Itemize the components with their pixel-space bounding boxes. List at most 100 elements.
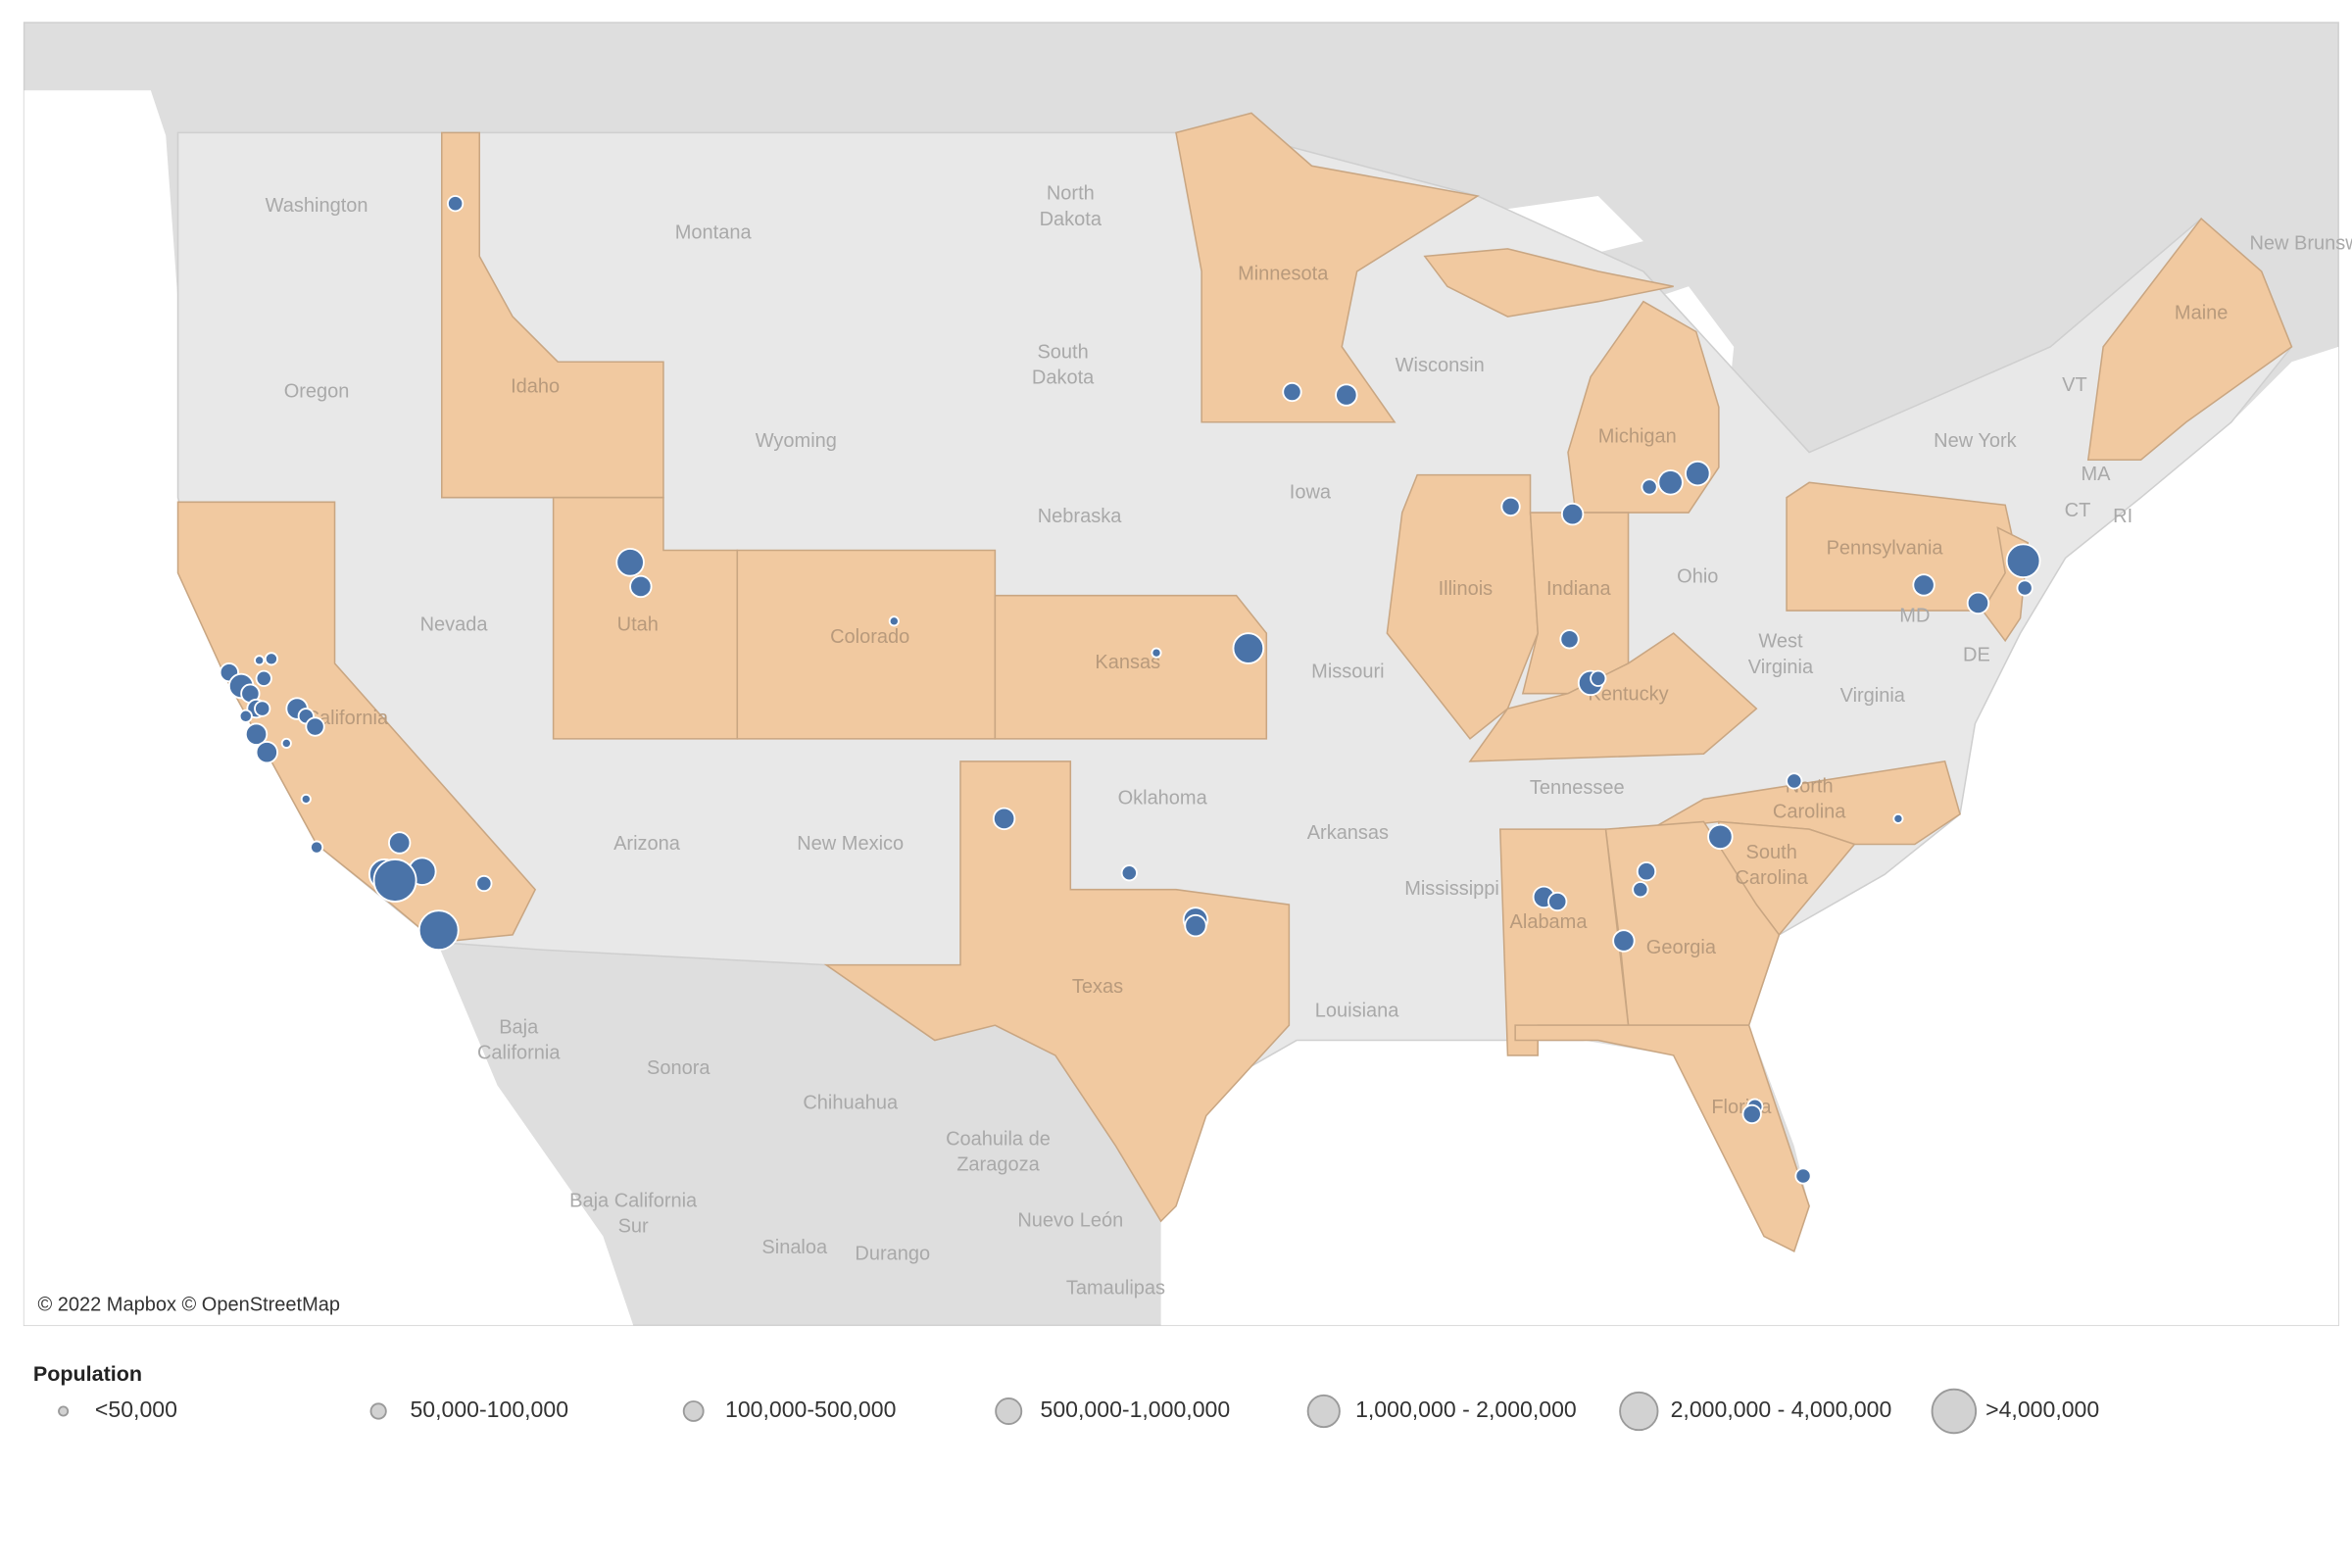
city-dot <box>255 669 272 687</box>
place-label: Michigan <box>1598 425 1677 447</box>
city-dot <box>1685 460 1711 487</box>
place-label: California <box>477 1043 561 1064</box>
city-dot <box>1590 669 1607 687</box>
place-label: RI <box>2113 506 2132 527</box>
place-label: Carolina <box>1773 802 1846 823</box>
city-dot <box>1559 629 1580 650</box>
city-dot <box>1282 381 1302 403</box>
place-label: Baja <box>499 1017 539 1039</box>
place-label: New Brunswi <box>2249 233 2352 255</box>
legend-symbol <box>1619 1391 1659 1432</box>
place-label: Sinaloa <box>761 1237 828 1258</box>
legend-symbol <box>58 1405 70 1417</box>
place-label: Nevada <box>420 614 489 636</box>
place-label: VT <box>2062 374 2087 396</box>
place-label: Baja California <box>569 1190 698 1211</box>
city-dot <box>1641 478 1658 496</box>
place-label: Pennsylvania <box>1827 537 1944 559</box>
place-label: Sur <box>618 1216 649 1238</box>
place-labels: Washington Montana North Dakota Minnesota Wis… <box>266 183 2352 1299</box>
city-dot <box>417 909 460 952</box>
city-dot <box>1612 929 1636 953</box>
place-label: Carolina <box>1735 867 1808 889</box>
place-label: Montana <box>675 222 753 244</box>
place-label: Dakota <box>1040 209 1102 230</box>
place-label: Mississippi <box>1404 878 1499 900</box>
city-dot <box>1500 496 1521 517</box>
place-label: Washington <box>266 195 368 217</box>
place-label: Wyoming <box>756 430 837 452</box>
place-label: Wisconsin <box>1396 355 1485 376</box>
place-label: Missouri <box>1311 661 1384 682</box>
place-label: Virginia <box>1748 657 1814 678</box>
city-dot <box>1741 1103 1762 1125</box>
city-dot <box>255 741 278 764</box>
city-dot <box>238 709 253 723</box>
legend-symbol <box>369 1402 387 1420</box>
city-dot <box>475 874 493 893</box>
city-dot <box>264 652 279 666</box>
place-label: Oklahoma <box>1118 788 1208 809</box>
place-label: Zaragoza <box>956 1154 1040 1176</box>
place-label: Dakota <box>1032 367 1095 388</box>
place-label: DE <box>1963 645 1990 666</box>
city-dot <box>1794 1167 1812 1185</box>
legend-label: 500,000-1,000,000 <box>1041 1396 1231 1422</box>
place-label: Durango <box>855 1243 930 1264</box>
legend-symbol <box>995 1397 1023 1425</box>
place-label: Indiana <box>1546 578 1611 600</box>
place-label: Utah <box>617 614 659 636</box>
place-label: Texas <box>1072 976 1123 998</box>
legend-label: <50,000 <box>95 1396 177 1422</box>
city-dot <box>992 807 1016 831</box>
place-label: Virginia <box>1840 685 1906 707</box>
legend-symbol <box>1931 1388 1978 1435</box>
city-dot <box>310 840 324 855</box>
place-label: Alabama <box>1510 911 1589 933</box>
place-label: Illinois <box>1439 578 1494 600</box>
city-dot <box>244 722 269 746</box>
attribution: © 2022 Mapbox © OpenStreetMap <box>37 1295 340 1316</box>
place-label: South <box>1037 341 1088 363</box>
place-label: Tennessee <box>1530 777 1625 799</box>
place-label: Arkansas <box>1307 822 1389 844</box>
legend-symbol <box>682 1400 705 1422</box>
place-label: Georgia <box>1646 937 1717 958</box>
city-dot <box>615 548 645 577</box>
city-dot <box>300 793 312 805</box>
place-label: Sonora <box>647 1057 710 1079</box>
city-dot <box>388 831 412 855</box>
city-dots <box>219 195 2041 1185</box>
place-label: South <box>1746 842 1797 863</box>
city-dot <box>1912 573 1936 597</box>
city-dot <box>2005 543 2041 579</box>
place-label: Nuevo León <box>1017 1209 1123 1231</box>
city-dot <box>1707 823 1734 851</box>
city-dot <box>888 615 900 627</box>
legend-title: Population <box>33 1362 142 1386</box>
place-label: Oregon <box>284 380 350 402</box>
legend-label: >4,000,000 <box>1985 1396 2099 1422</box>
legend-label: 2,000,000 - 4,000,000 <box>1671 1396 1892 1422</box>
city-dot <box>1966 591 1990 615</box>
city-dot <box>1560 502 1585 526</box>
highlighted-states <box>176 112 2293 1253</box>
legend-label: 1,000,000 - 2,000,000 <box>1355 1396 1577 1422</box>
city-dot <box>1786 772 1803 790</box>
place-label: California <box>306 708 389 729</box>
city-dot <box>254 655 266 666</box>
place-label: Ohio <box>1677 566 1718 588</box>
place-label: CT <box>2065 500 2091 521</box>
place-label: Colorado <box>830 626 909 648</box>
city-dot <box>1335 383 1358 407</box>
place-label: Coahuila de <box>946 1128 1051 1150</box>
place-label: New Mexico <box>797 833 904 855</box>
city-dot <box>1892 812 1904 824</box>
legend-symbol <box>1306 1394 1341 1429</box>
city-dot <box>254 700 271 717</box>
city-dot <box>1636 861 1657 882</box>
place-label: Iowa <box>1290 481 1332 503</box>
city-dot <box>447 195 465 213</box>
place-label: Arizona <box>613 833 681 855</box>
